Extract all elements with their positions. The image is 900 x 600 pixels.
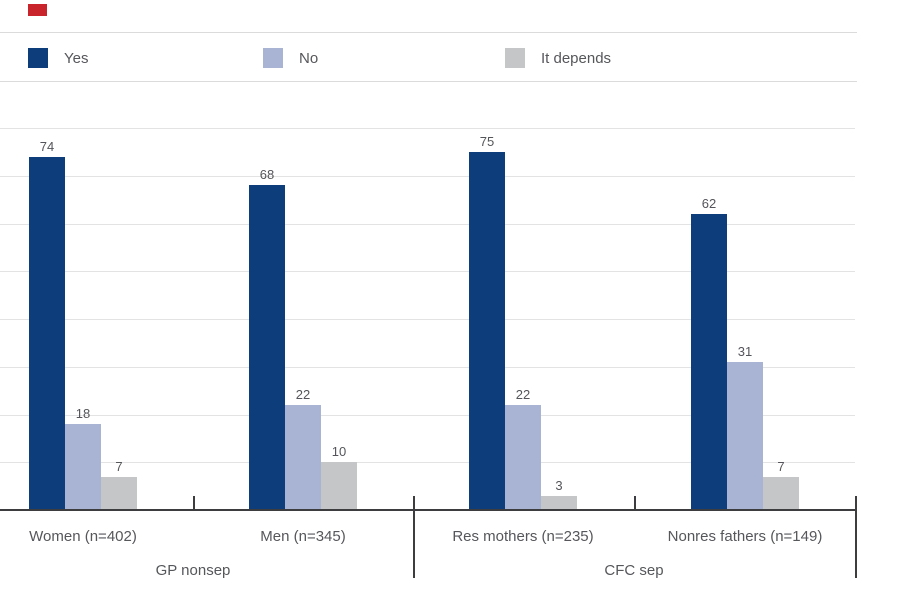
legend-swatch-it-depends [505, 48, 525, 68]
bar-value-label: 31 [737, 343, 753, 359]
bar-value-label: 74 [39, 138, 55, 154]
bar-value-label: 22 [295, 386, 311, 402]
gridline [0, 223, 855, 225]
axis-tick [193, 496, 195, 510]
bar-no [727, 361, 763, 510]
bar-yes [691, 213, 727, 510]
bar-no [285, 404, 321, 510]
bar-yes [249, 185, 285, 510]
gridline [0, 319, 855, 320]
bar-no [505, 404, 541, 510]
bar-it-depends [763, 476, 799, 510]
bar-yes [29, 156, 65, 510]
section-label: CFC sep [604, 562, 664, 579]
gridline [0, 462, 855, 464]
legend-label-yes: Yes [64, 49, 89, 67]
bar-it-depends [541, 495, 577, 510]
bar-value-label: 62 [701, 195, 717, 211]
bar-value-label: 7 [115, 458, 123, 474]
gridline [0, 414, 855, 416]
section-divider [855, 496, 857, 578]
category-label: Nonres fathers (n=149) [667, 528, 823, 545]
gridline [0, 175, 855, 177]
section-divider [413, 496, 415, 578]
legend-item-it-depends: It depends [505, 46, 611, 70]
chart-legend: Yes No It depends [0, 46, 900, 70]
axis-tick [634, 496, 636, 510]
bar-value-label: 3 [555, 477, 563, 493]
bar-it-depends [321, 462, 357, 510]
gridline [0, 271, 855, 273]
bar-value-label: 68 [259, 167, 275, 183]
legend-rule-top [0, 32, 857, 33]
category-label: Men (n=345) [260, 528, 346, 545]
bar-no [65, 424, 101, 510]
bar-value-label: 75 [479, 133, 495, 149]
legend-label-no: No [299, 49, 319, 67]
bar-value-label: 7 [777, 458, 785, 474]
x-axis-line [0, 509, 856, 511]
bar-it-depends [101, 476, 137, 510]
category-label: Res mothers (n=235) [452, 528, 594, 545]
legend-swatch-no [263, 48, 283, 68]
gridline [0, 128, 855, 129]
bar-value-label: 10 [331, 444, 347, 460]
legend-swatch-yes [28, 48, 48, 68]
bar-value-label: 22 [515, 386, 531, 402]
legend-rule-bottom [0, 81, 857, 82]
section-label: GP nonsep [155, 562, 231, 579]
bar-yes [469, 151, 505, 510]
red-mark [28, 4, 47, 16]
category-label: Women (n=402) [29, 528, 137, 545]
legend-item-no: No [263, 46, 318, 70]
bar-value-label: 18 [75, 406, 91, 422]
legend-item-yes: Yes [28, 46, 88, 70]
legend-label-it-depends: It depends [541, 49, 612, 67]
gridline [0, 366, 855, 368]
